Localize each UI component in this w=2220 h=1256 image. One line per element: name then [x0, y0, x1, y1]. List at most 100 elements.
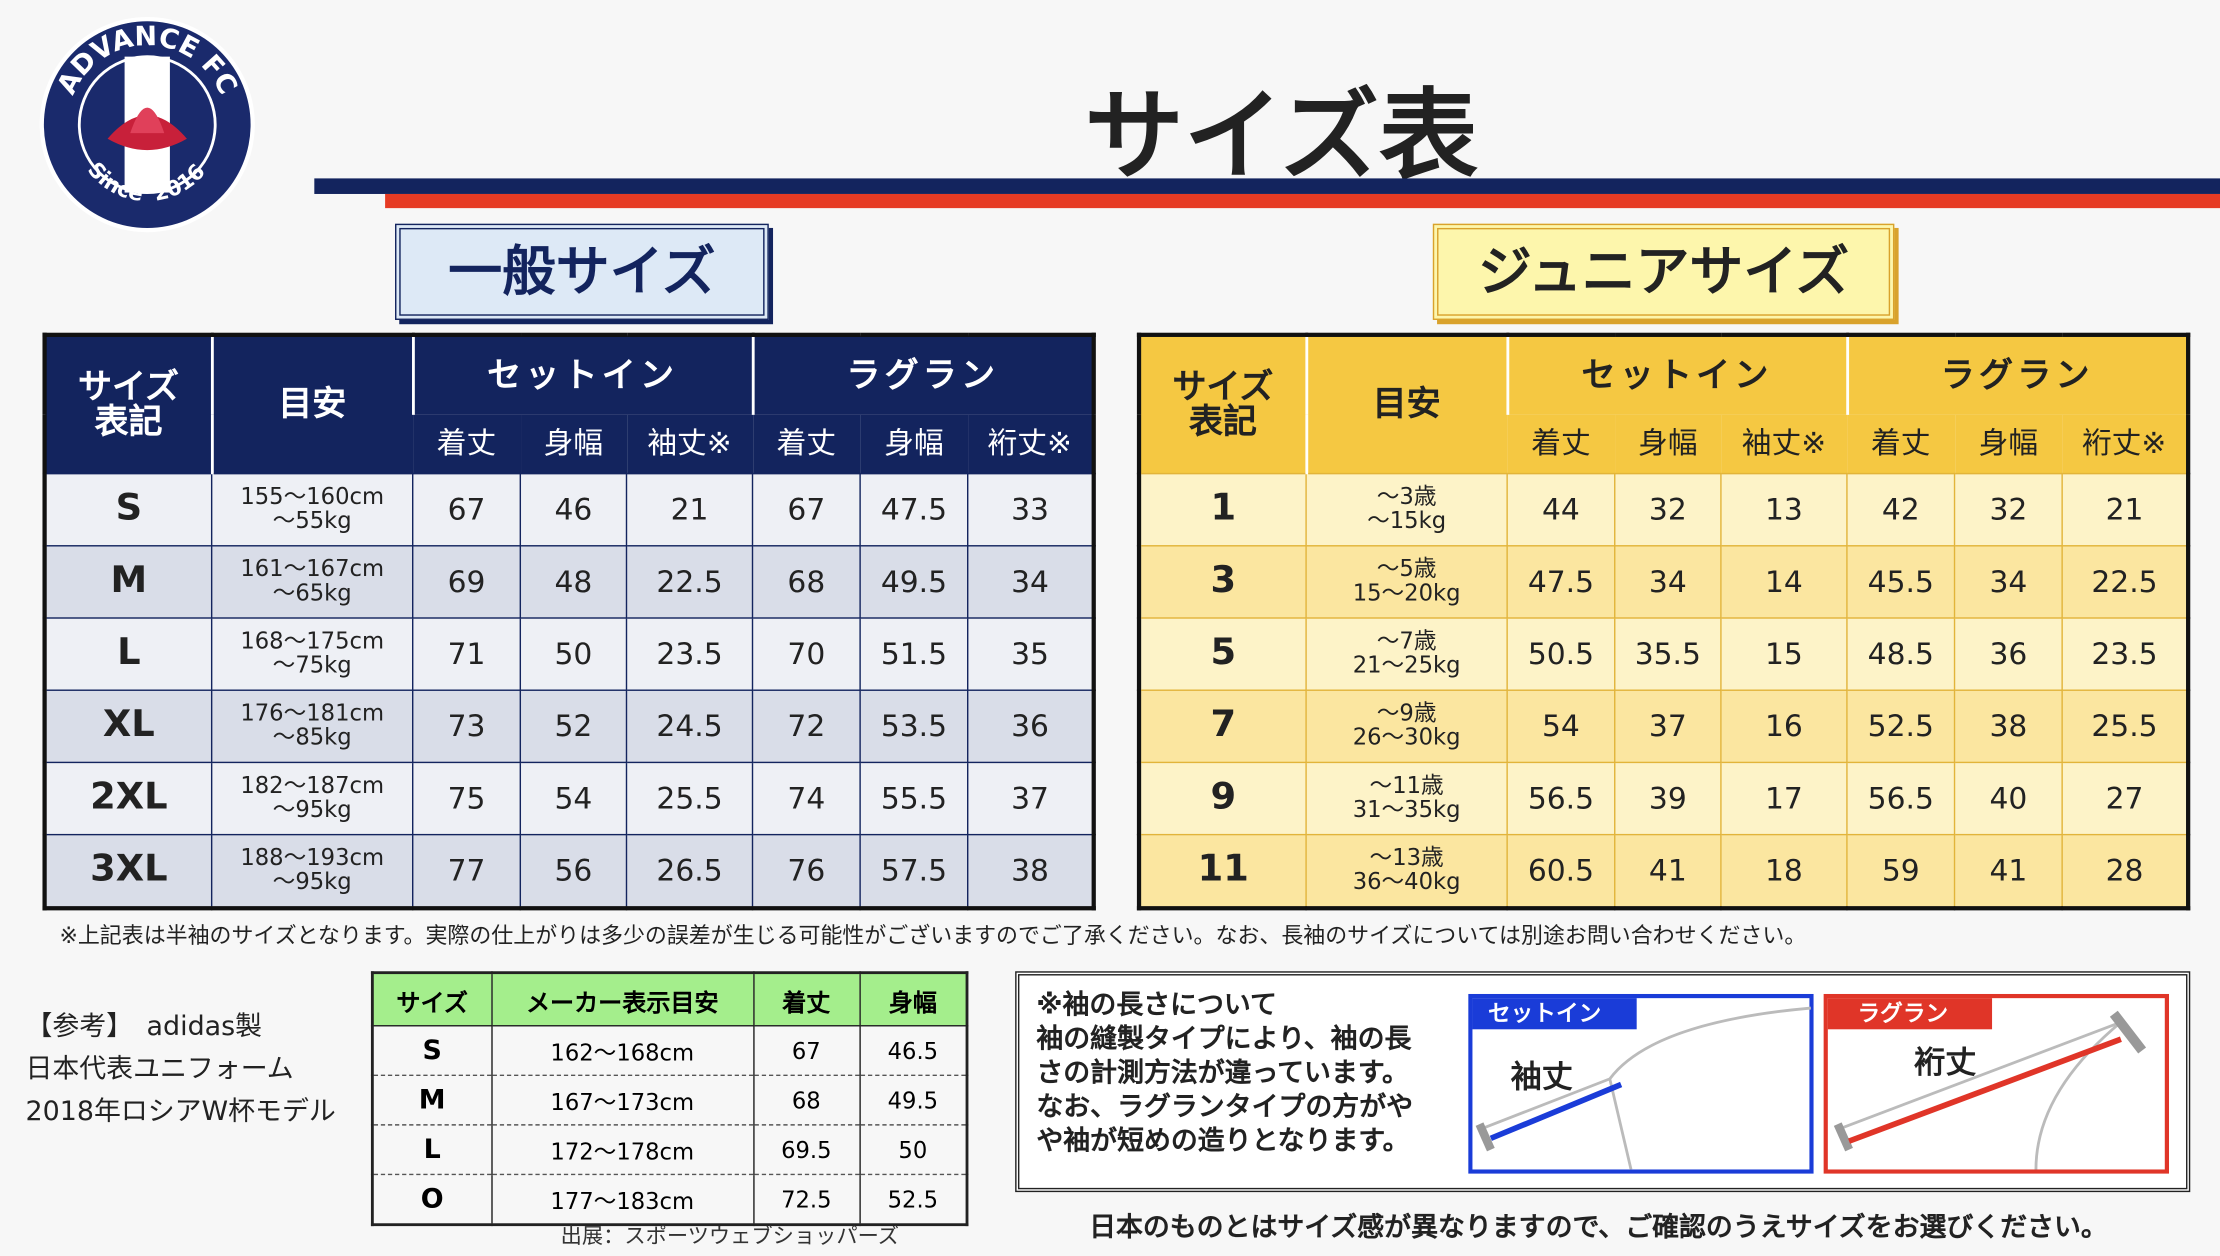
sleeve-text: ※袖の長さについて 袖の縫製タイプにより、袖の長 さの計測方法が違っています。 なお、…: [1036, 988, 1413, 1158]
size-cell: S: [43, 472, 213, 547]
sub-header: 袖丈※: [1720, 414, 1847, 474]
raglan-shirt: [1840, 1020, 2122, 1170]
value-cell: 33: [967, 472, 1095, 547]
raglan-label: 裄丈: [1913, 1045, 1976, 1081]
value-cell: 56: [519, 833, 628, 909]
value-cell: 52.5: [1846, 689, 1956, 764]
row: 3XL 188～193cm ～95kg 77 56 26.5 76 57.5 38: [43, 833, 1095, 909]
value-cell: 25.5: [625, 761, 754, 836]
value-cell: 68: [751, 545, 861, 619]
size-cell: L: [43, 617, 213, 691]
guide-line: 176～181cm: [240, 699, 385, 727]
guide-cell: ～7歳 21～25kg: [1305, 617, 1508, 691]
setin-tag: セットイン: [1488, 1001, 1601, 1027]
guide-header: 目安: [210, 334, 413, 474]
guide-line: ～11歳: [1369, 771, 1444, 799]
size-cell: 5: [1138, 617, 1307, 691]
value-cell: 47.5: [859, 472, 969, 547]
raglan-cuff: [1833, 1122, 1853, 1152]
sub-header: 袖丈※: [626, 414, 753, 474]
value-cell: 72: [751, 689, 861, 764]
guide-cell: 176～181cm ～85kg: [210, 689, 414, 764]
value-cell: 48.5: [1846, 617, 1956, 691]
size-header: サイズ 表記: [1137, 334, 1307, 474]
guide-line: 36～40kg: [1352, 867, 1461, 895]
value-cell: 76: [751, 833, 861, 909]
cell: 72.5: [752, 1173, 860, 1225]
subheader-row: 着丈 身幅 袖丈※ 着丈 身幅 裄丈※: [45, 414, 1094, 474]
row: O 177～183cm 72.5 52.5: [371, 1173, 968, 1225]
guide-line: ～13歳: [1369, 844, 1444, 872]
setin-cuff: [1475, 1122, 1495, 1152]
setin-shirt: [1481, 1006, 1811, 1170]
raglan-arrow: [1848, 1036, 2122, 1144]
row: 7 ～9歳 26～30kg 54 37 16 52.5 38 25.5: [1138, 689, 2189, 764]
group-header: セットイン: [1505, 334, 1847, 415]
guide-line: ～5歳: [1376, 555, 1437, 583]
value-cell: 53.5: [859, 689, 969, 764]
value-cell: 15: [1720, 617, 1848, 691]
sub-header: 身幅: [520, 414, 627, 474]
cell: 49.5: [858, 1074, 968, 1125]
value-cell: 59: [1846, 833, 1956, 909]
size-cell: 2XL: [43, 761, 213, 836]
general-heading: 一般サイズ: [395, 223, 769, 320]
raglan-diagram: ラグラン 裄丈: [1823, 993, 2170, 1174]
guide-line: 21～25kg: [1352, 651, 1461, 679]
guide-line: ～65kg: [272, 579, 352, 606]
group-header: ラグラン: [751, 334, 1094, 415]
guide-line: 15～20kg: [1352, 579, 1461, 606]
sub-header: 着丈: [752, 414, 861, 474]
value-cell: 16: [1720, 689, 1848, 764]
cell: 167～173cm: [490, 1074, 754, 1125]
sub-header: 裄丈※: [967, 414, 1094, 474]
size-header-line: 表記: [1188, 402, 1257, 442]
guide-cell: 168～175cm ～75kg: [210, 617, 414, 691]
value-cell: 34: [967, 545, 1095, 619]
size-cell: 7: [1138, 689, 1307, 764]
value-cell: 32: [1953, 472, 2063, 547]
value-cell: 21: [625, 472, 754, 547]
raglan-neck: [2109, 1010, 2147, 1054]
value-cell: 41: [1953, 833, 2063, 909]
value-cell: 40: [1953, 761, 2063, 836]
sleeve-text-line: なお、ラグランタイプの方がや: [1036, 1091, 1414, 1123]
value-cell: 23.5: [625, 617, 754, 691]
value-cell: 70: [751, 617, 861, 691]
value-cell: 51.5: [859, 617, 969, 691]
row: 9 ～11歳 31～35kg 56.5 39 17 56.5 40 27: [1138, 761, 2189, 836]
sub-header: 身幅: [1614, 414, 1721, 474]
guide-line: ～95kg: [272, 867, 352, 895]
cell: 69.5: [752, 1124, 860, 1175]
guide-cell: 161～167cm ～65kg: [210, 545, 414, 619]
size-cell: 1: [1138, 472, 1307, 547]
value-cell: 56.5: [1846, 761, 1956, 836]
value-cell: 46: [519, 472, 628, 547]
guide-line: 26～30kg: [1352, 723, 1461, 751]
row: 1 ～3歳 ～15kg 44 32 13 42 32 21: [1138, 472, 2189, 547]
sleeve-text-line: ※袖の長さについて: [1036, 989, 1277, 1021]
guide-cell: ～11歳 31～35kg: [1305, 761, 1508, 836]
value-cell: 49.5: [859, 545, 969, 619]
value-cell: 36: [967, 689, 1095, 764]
group-header: ラグラン: [1845, 334, 2189, 415]
logo: ADVANCE FC Since 2016: [39, 16, 255, 233]
row: L 168～175cm ～75kg 71 50 23.5 70 51.5 35: [43, 617, 1095, 691]
guide-line: 161～167cm: [240, 555, 385, 583]
value-cell: 21: [2061, 472, 2189, 547]
value-cell: 71: [412, 617, 522, 691]
value-cell: 41: [1614, 833, 1722, 909]
guide-cell: 182～187cm ～95kg: [210, 761, 414, 836]
header-row: サイズ 表記 目安 セットイン ラグラン: [1137, 334, 2189, 474]
value-cell: 25.5: [2061, 689, 2189, 764]
cell: 67: [752, 1025, 860, 1076]
value-cell: 34: [1953, 545, 2063, 619]
sub-header: 身幅: [1954, 414, 2063, 474]
cell: O: [371, 1173, 492, 1225]
value-cell: 27: [2061, 761, 2189, 836]
value-cell: 37: [967, 761, 1095, 836]
group-header: セットイン: [411, 334, 753, 415]
sub-header: 身幅: [860, 414, 968, 474]
